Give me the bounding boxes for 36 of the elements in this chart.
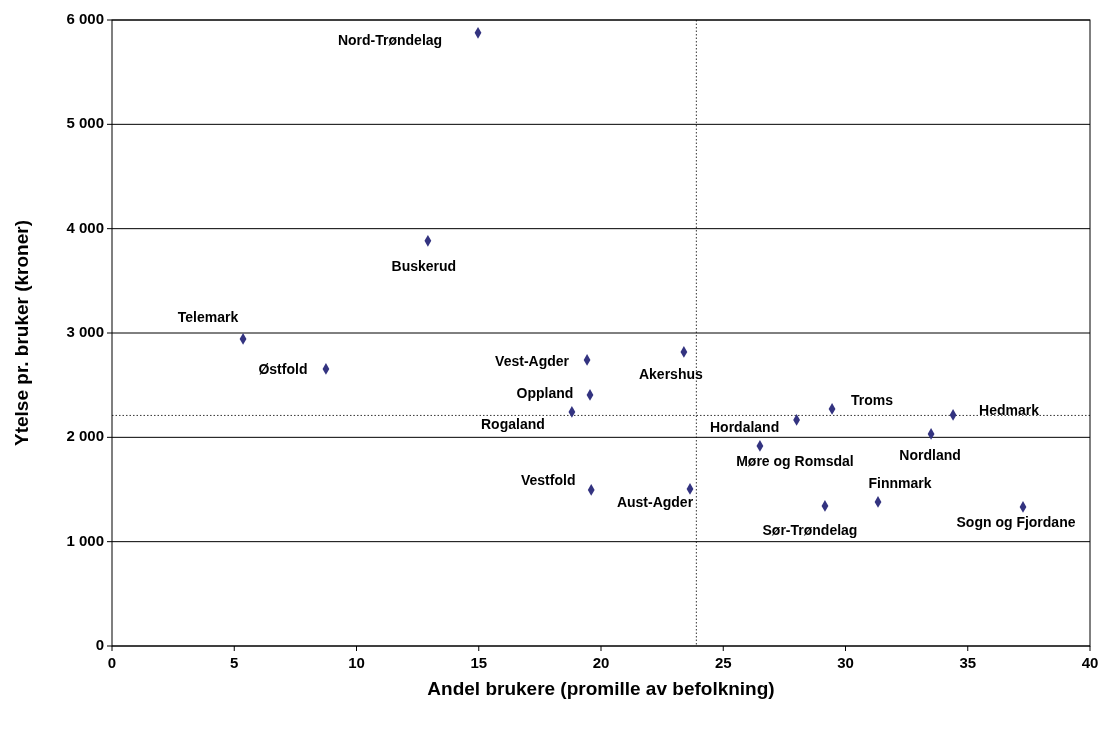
annotation: Hordaland — [709, 418, 780, 435]
x-tick-label: 35 — [959, 654, 977, 671]
x-tick-label: 0 — [107, 654, 117, 671]
annotation: Sør-Trøndelag — [762, 521, 858, 538]
x-tick-label: 15 — [470, 654, 488, 671]
annotation: Hedmark — [979, 401, 1040, 418]
annotation: Telemark — [177, 308, 239, 325]
annotation: Østfold — [258, 360, 308, 377]
annotation: Rogaland — [481, 415, 545, 432]
x-tick-label: 10 — [348, 654, 365, 671]
x-tick-label: 20 — [592, 654, 610, 671]
annotation: Nordland — [899, 446, 961, 463]
annotation: Finnmark — [868, 474, 932, 491]
annotation: Buskerud — [391, 257, 457, 274]
annotation: Vestfold — [520, 471, 576, 488]
annotation: Akershus — [638, 365, 703, 382]
annotation: Troms — [851, 391, 894, 408]
annotation: Nord-Trøndelag — [337, 31, 443, 48]
x-tick-label: 5 — [230, 654, 239, 671]
x-tick-label: 25 — [714, 654, 732, 671]
annotation: Aust-Agder — [616, 493, 694, 510]
x-tick-label: 40 — [1081, 654, 1099, 671]
y-tick-label: 6 000 — [66, 9, 104, 27]
x-axis-title: Andel brukere (promille av befolkning) — [427, 678, 775, 699]
annotation: Sogn og Fjordane — [956, 513, 1076, 530]
y-tick-label: 0 — [95, 635, 104, 653]
y-tick-label: 4 000 — [66, 218, 104, 236]
y-tick-label: 5 000 — [66, 114, 104, 132]
y-tick-label: 3 000 — [66, 322, 104, 340]
y-axis-title: Ytelse pr. bruker (kroner) — [11, 220, 32, 446]
annotation: Vest-Agder — [495, 352, 570, 369]
annotation: Oppland — [516, 384, 574, 401]
y-tick-label: 2 000 — [66, 427, 104, 445]
annotation: Møre og Romsdal — [736, 452, 854, 469]
y-tick-label: 1 000 — [66, 531, 104, 549]
x-tick-label: 30 — [837, 654, 854, 671]
